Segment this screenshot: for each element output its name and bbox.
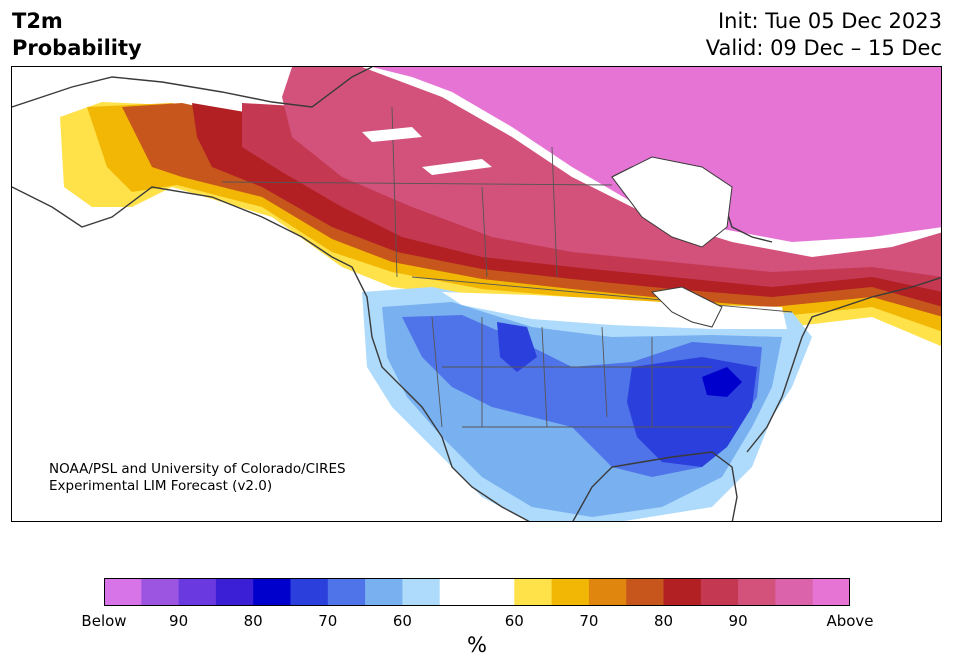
colorbar-tick-label: Below <box>81 612 127 630</box>
init-date: Init: Tue 05 Dec 2023 <box>717 9 942 33</box>
map-title: T2m Probability <box>12 8 142 62</box>
colorbar-swatch <box>738 578 776 606</box>
hudson-bay-lakes <box>611 156 733 248</box>
colorbar-swatch <box>327 578 366 606</box>
colorbar-swatch <box>812 578 850 606</box>
title-subtitle: Probability <box>12 36 142 60</box>
colorbar-tick-label: 80 <box>653 612 674 630</box>
colorbar-tick-label: 60 <box>504 612 524 630</box>
colorbar-tick-label: 80 <box>243 612 263 630</box>
data-credit: NOAA/PSL and University of Colorado/CIRE… <box>49 461 346 495</box>
colorbar-swatch <box>215 578 254 606</box>
colorbar-swatch <box>439 578 478 606</box>
colorbar-swatch <box>178 578 217 606</box>
map-panel <box>11 66 942 522</box>
band-below-high-west <box>497 322 537 372</box>
great-bear-lake <box>422 159 492 175</box>
forecast-dates: Init: Tue 05 Dec 2023 Valid: 09 Dec – 15… <box>706 8 942 62</box>
colorbar-swatch <box>514 578 553 606</box>
credit-line-1: NOAA/PSL and University of Colorado/CIRE… <box>49 461 346 477</box>
colorbar-swatch <box>365 578 403 606</box>
colorbar-tick-label: 90 <box>169 612 189 630</box>
band-below-strong <box>702 367 742 397</box>
title-variable: T2m <box>12 9 63 33</box>
colorbar-tick-label: 60 <box>392 612 412 630</box>
band-above-magenta <box>372 67 941 242</box>
colorbar-unit: % <box>467 633 487 657</box>
band-above-rose <box>282 67 941 277</box>
colorbar-swatch <box>253 578 291 606</box>
colorbar-tick-label: 70 <box>579 612 599 630</box>
colorbar-swatch <box>104 578 142 606</box>
colorbar-swatch <box>663 578 702 606</box>
colorbar-swatch <box>141 578 180 606</box>
colorbar-swatch <box>290 578 329 606</box>
colorbar-swatch <box>588 578 627 606</box>
colorbar-labels: Below 90 80 70 60 60 70 80 90 Above <box>0 612 954 632</box>
colorbar-swatch <box>402 578 441 606</box>
colorbar-swatch <box>477 578 515 606</box>
political-borders <box>221 106 793 428</box>
colorbar-swatch <box>551 578 590 606</box>
great-slave-lake <box>362 127 422 142</box>
great-lakes <box>650 286 723 328</box>
probability-map <box>12 67 941 521</box>
colorbar-outline <box>104 578 850 606</box>
colorbar-swatch <box>700 578 739 606</box>
colorbar-swatch <box>775 578 814 606</box>
colorbar <box>104 578 850 606</box>
credit-line-2: Experimental LIM Forecast (v2.0) <box>49 478 273 494</box>
colorbar-tick-label: 90 <box>728 612 748 630</box>
colorbar-tick-label: 70 <box>318 612 338 630</box>
valid-range: Valid: 09 Dec – 15 Dec <box>705 36 942 60</box>
colorbar-tick-label: Above <box>826 612 874 630</box>
colorbar-swatch <box>626 578 664 606</box>
